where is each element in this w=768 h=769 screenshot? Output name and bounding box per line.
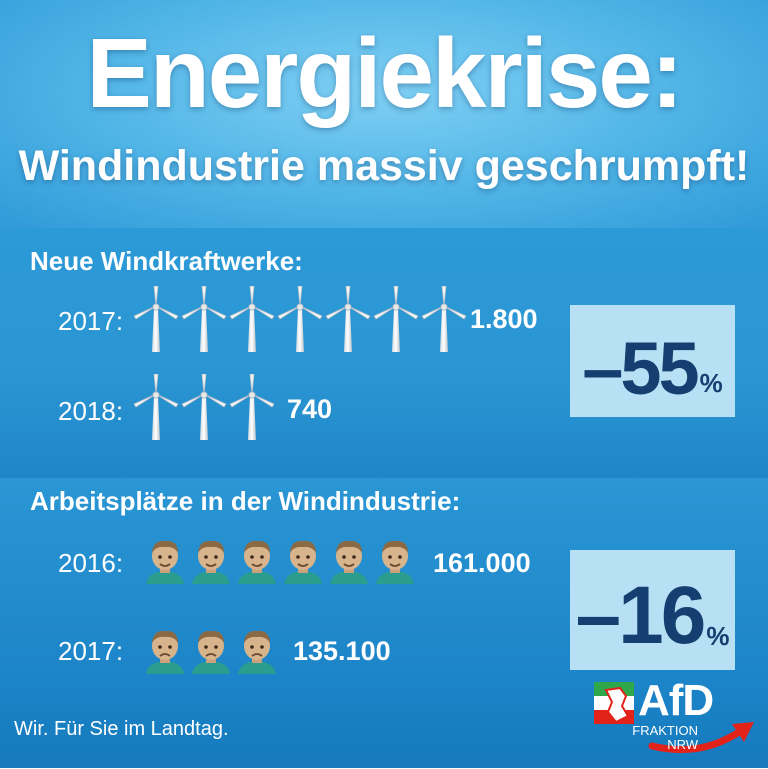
worker-row-2016 [142,536,418,584]
jobs-value-2016: 161.000 [433,548,531,578]
wind-percent-sign: % [699,368,723,398]
nrw-crest-icon [594,682,634,724]
turbine-row-2018 [132,374,276,440]
worker-emoji-icon [330,540,368,584]
wind-turbine-icon [421,286,467,352]
wind-turbine-icon [325,286,371,352]
logo-wordmark: AfD [638,676,714,725]
jobs-year-2016: 2016: [58,548,124,578]
wind-turbine-icon [373,286,419,352]
wind-percent-box: –55 % [570,305,735,417]
worker-emoji-icon [146,540,184,584]
wind-turbine-icon [133,286,179,352]
page-title: Energiekrise: [86,18,684,128]
wind-turbine-icon [229,286,275,352]
wind-turbine-icon [277,286,323,352]
wind-value-2018: 740 [287,394,333,424]
worker-emoji-icon [238,630,276,674]
worker-row-2017 [142,626,280,674]
logo-line-2: NRW [667,737,698,752]
wind-percent-number: –55 [582,327,699,410]
wind-year-2018: 2018: [58,396,124,426]
logo-line-1: FRAKTION [632,723,698,738]
wind-year-2017: 2017: [58,306,124,336]
afd-logo: AfD FRAKTION NRW [592,672,762,764]
wind-turbine-icon [229,374,275,440]
jobs-value-2017: 135.100 [293,636,391,666]
jobs-percent-box: –16 % [570,550,735,670]
wind-turbine-icon [181,286,227,352]
jobs-percent-number: –16 [575,570,707,661]
wind-heading: Neue Windkraftwerke: [30,246,303,276]
wind-value-2017: 1.800 [470,304,538,334]
jobs-heading: Arbeitsplätze in der Windindustrie: [30,486,461,516]
header-panel: Energiekrise: Windindustrie massiv gesch… [0,0,768,228]
wind-turbine-icon [181,374,227,440]
worker-emoji-icon [192,540,230,584]
page-subtitle: Windindustrie massiv geschrumpft! [18,142,750,190]
wind-turbine-icon [133,374,179,440]
worker-emoji-icon [146,630,184,674]
worker-emoji-icon [192,630,230,674]
footer-tagline: Wir. Für Sie im Landtag. [14,718,229,740]
turbine-row-2017 [132,286,468,352]
jobs-year-2017: 2017: [58,636,124,666]
jobs-percent-sign: % [706,621,730,651]
worker-emoji-icon [284,540,322,584]
worker-emoji-icon [376,540,414,584]
worker-emoji-icon [238,540,276,584]
